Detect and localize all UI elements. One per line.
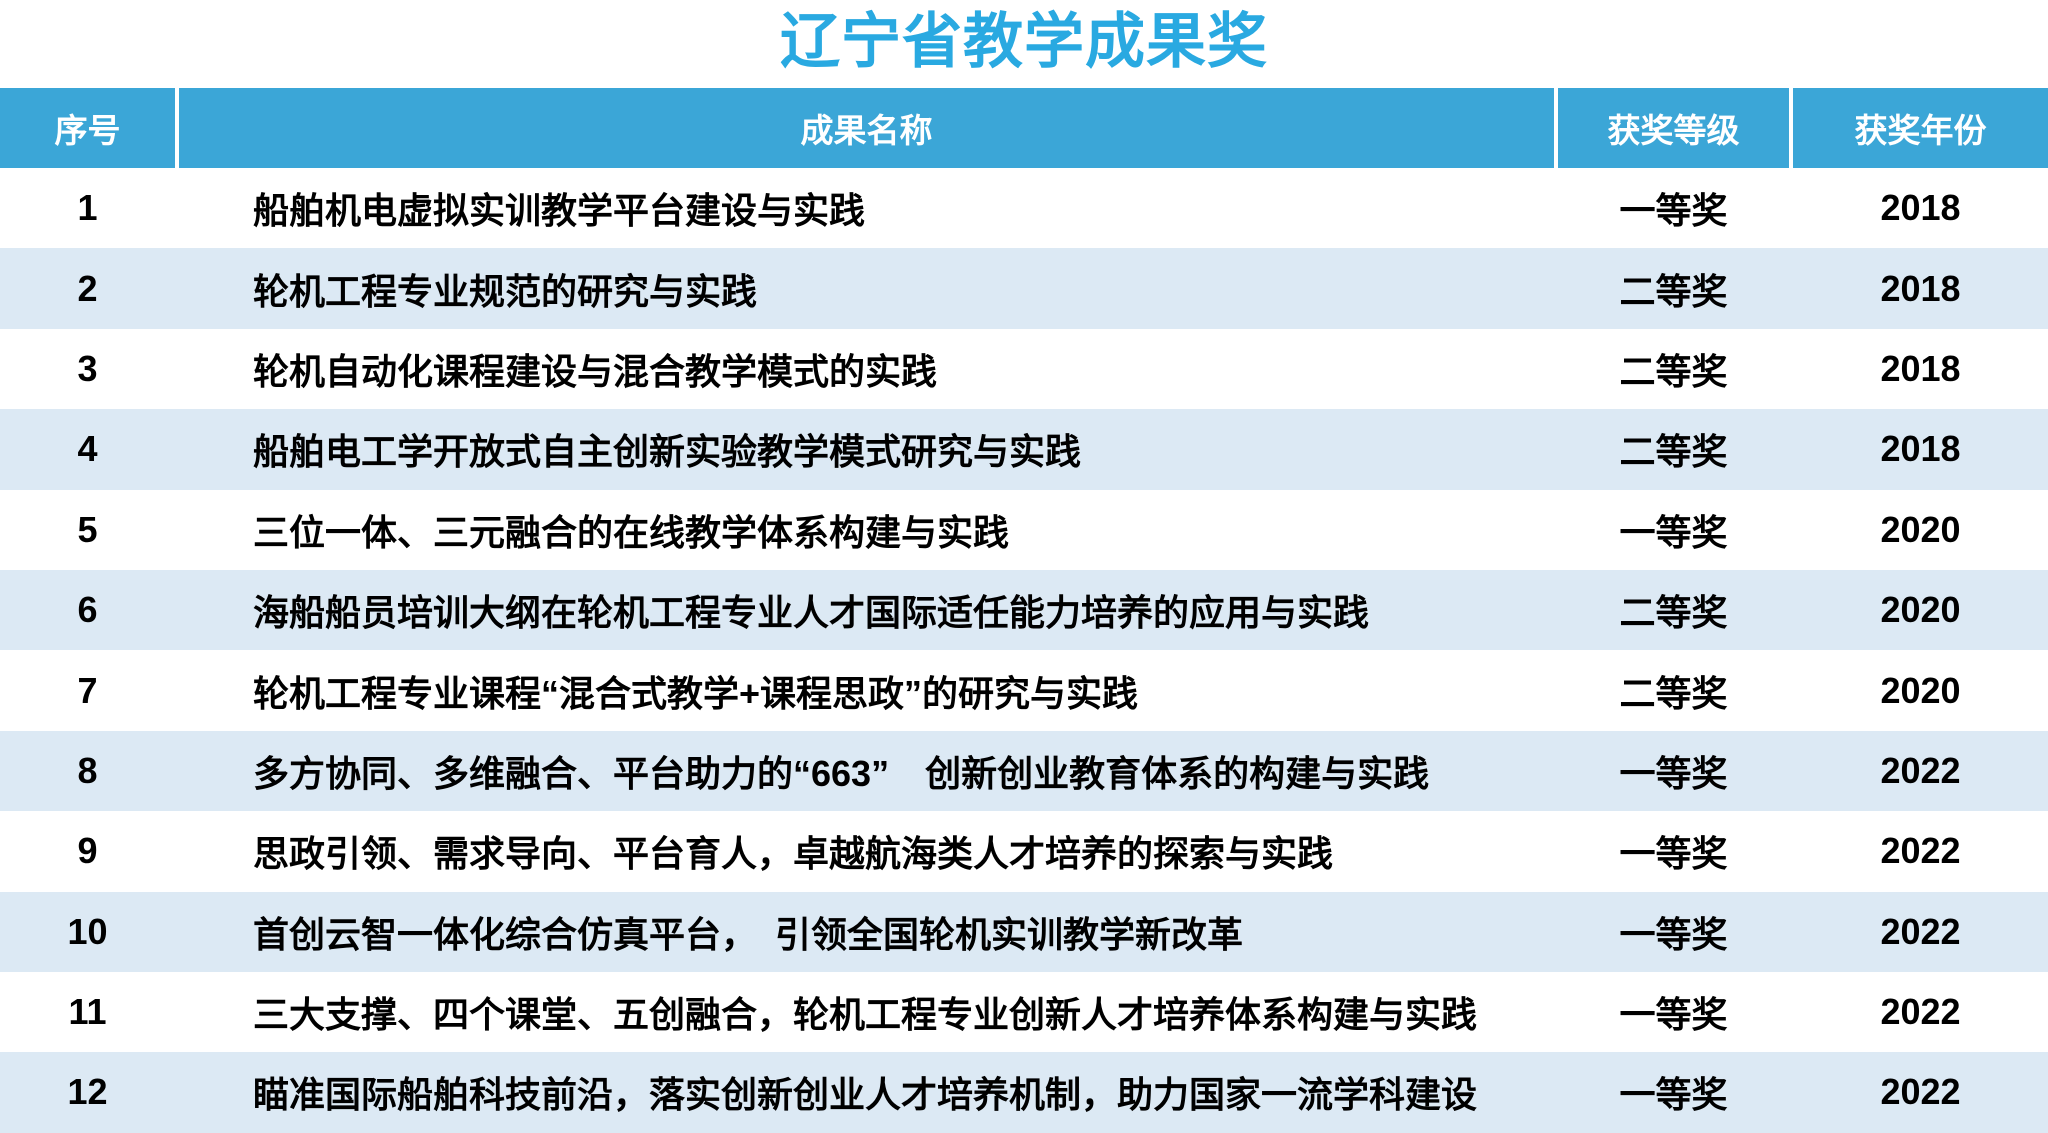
row-number-cell: 8: [77, 749, 98, 791]
achievement-name-cell: 首创云智一体化综合仿真平台， 引领全国轮机实训教学新改革: [253, 913, 1244, 955]
row-number-cell: 10: [67, 910, 108, 952]
table-row: 10 首创云智一体化综合仿真平台， 引领全国轮机实训教学新改革 一等奖 2022: [0, 891, 2048, 972]
table-row: 7 轮机工程专业课程“混合式教学+课程思政”的研究与实践 二等奖 2020: [0, 650, 2048, 730]
achievement-name-cell: 船舶电工学开放式自主创新实验教学模式研究与实践: [253, 431, 1082, 473]
award-year-cell: 2020: [1880, 589, 1961, 631]
achievement-name-cell: 瞄准国际船舶科技前沿，落实创新创业人才培养机制，助力国家一流学科建设: [253, 1074, 1478, 1116]
achievement-name-cell: 船舶机电虚拟实训教学平台建设与实践: [253, 190, 866, 232]
award-year-cell: 2020: [1880, 508, 1961, 550]
award-level-cell: 二等奖: [1619, 431, 1728, 473]
achievement-name-cell: 海船船员培训大纲在轮机工程专业人才国际适任能力培养的应用与实践: [253, 592, 1370, 634]
award-level-cell: 二等奖: [1619, 270, 1728, 312]
row-number-cell: 2: [77, 267, 98, 309]
award-level-cell: 二等奖: [1619, 672, 1728, 714]
header-cell-name: 成果名称: [179, 88, 1554, 168]
award-year-cell: 2020: [1880, 669, 1961, 711]
table-row: 8 多方协同、多维融合、平台助力的“663” 创新创业教育体系的构建与实践 一等…: [0, 730, 2048, 812]
row-number-cell: 7: [77, 669, 98, 711]
page-title: 辽宁省教学成果奖: [780, 8, 1268, 75]
award-year-cell: 2018: [1880, 428, 1961, 470]
table-row: 4 船舶电工学开放式自主创新实验教学模式研究与实践 二等奖 2018: [0, 409, 2048, 490]
award-level-cell: 一等奖: [1619, 833, 1728, 875]
award-level-cell: 一等奖: [1619, 994, 1728, 1036]
award-level-cell: 二等奖: [1619, 592, 1728, 634]
award-year-cell: 2018: [1880, 347, 1961, 389]
award-level-cell: 一等奖: [1619, 511, 1728, 553]
awards-table: 序号 成果名称 获奖等级 获奖年份 1 船舶机电虚拟实训教学平台建设与实践 一等…: [0, 88, 2048, 1133]
row-number-cell: 3: [77, 347, 98, 389]
header-cell-year: 获奖年份: [1793, 88, 2048, 168]
achievement-name-cell: 轮机自动化课程建设与混合教学模式的实践: [253, 350, 938, 392]
award-year-cell: 2018: [1880, 187, 1961, 229]
row-number-cell: 6: [77, 589, 98, 631]
award-level-cell: 一等奖: [1619, 752, 1728, 794]
achievement-name-cell: 三大支撑、四个课堂、五创融合，轮机工程专业创新人才培养体系构建与实践: [253, 994, 1478, 1036]
table-row: 6 海船船员培训大纲在轮机工程专业人才国际适任能力培养的应用与实践 二等奖 20…: [0, 569, 2048, 651]
row-number-cell: 12: [67, 1071, 108, 1113]
achievement-name-cell: 三位一体、三元融合的在线教学体系构建与实践: [253, 511, 1010, 553]
table-row: 1 船舶机电虚拟实训教学平台建设与实践 一等奖 2018: [0, 168, 2048, 248]
table-row: 2 轮机工程专业规范的研究与实践 二等奖 2018: [0, 248, 2048, 329]
award-level-cell: 一等奖: [1619, 913, 1728, 955]
table-header-row: 序号 成果名称 获奖等级 获奖年份: [0, 88, 2048, 168]
row-number-cell: 9: [77, 830, 98, 872]
header-cell-num: 序号: [0, 88, 175, 168]
table-row: 11 三大支撑、四个课堂、五创融合，轮机工程专业创新人才培养体系构建与实践 一等…: [0, 972, 2048, 1052]
award-level-cell: 一等奖: [1619, 190, 1728, 232]
achievement-name-cell: 思政引领、需求导向、平台育人，卓越航海类人才培养的探索与实践: [253, 833, 1334, 875]
table-row: 9 思政引领、需求导向、平台育人，卓越航海类人才培养的探索与实践 一等奖 202…: [0, 811, 2048, 891]
award-year-cell: 2018: [1880, 267, 1961, 309]
achievement-name-cell: 轮机工程专业规范的研究与实践: [253, 270, 758, 312]
row-number-cell: 4: [77, 428, 98, 470]
table-row: 3 轮机自动化课程建设与混合教学模式的实践 二等奖 2018: [0, 329, 2048, 409]
achievement-name-cell: 多方协同、多维融合、平台助力的“663” 创新创业教育体系的构建与实践: [253, 752, 1430, 794]
table-row: 12 瞄准国际船舶科技前沿，落实创新创业人才培养机制，助力国家一流学科建设 一等…: [0, 1052, 2048, 1133]
header-cell-level: 获奖等级: [1558, 88, 1789, 168]
table-row: 5 三位一体、三元融合的在线教学体系构建与实践 一等奖 2020: [0, 490, 2048, 570]
table-body: 1 船舶机电虚拟实训教学平台建设与实践 一等奖 2018 2 轮机工程专业规范的…: [0, 168, 2048, 1133]
award-level-cell: 二等奖: [1619, 350, 1728, 392]
row-number-cell: 1: [77, 187, 98, 229]
award-year-cell: 2022: [1880, 910, 1961, 952]
award-level-cell: 一等奖: [1619, 1074, 1728, 1116]
award-year-cell: 2022: [1880, 1071, 1961, 1113]
achievement-name-cell: 轮机工程专业课程“混合式教学+课程思政”的研究与实践: [253, 672, 1139, 714]
row-number-cell: 5: [77, 508, 98, 550]
row-number-cell: 11: [68, 991, 107, 1033]
award-year-cell: 2022: [1880, 991, 1961, 1033]
award-year-cell: 2022: [1880, 749, 1961, 791]
award-year-cell: 2022: [1880, 830, 1961, 872]
